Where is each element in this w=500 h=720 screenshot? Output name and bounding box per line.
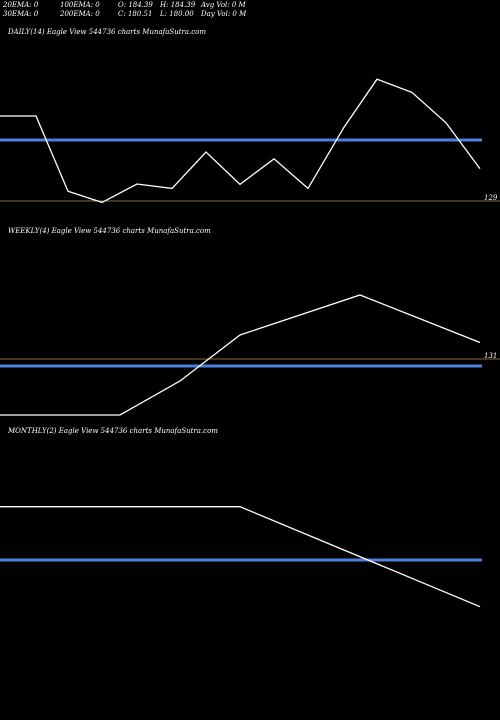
header-low: L: 180.00: [160, 10, 194, 18]
header-high: H: 184.39: [160, 1, 196, 9]
header-close: C: 180.51: [118, 10, 153, 18]
daily-panel-title: DAILY(14) Eagle View 544736 charts Munaf…: [8, 28, 207, 36]
weekly-panel-title: WEEKLY(4) Eagle View 544736 charts Munaf…: [8, 227, 211, 235]
header-ema30: 30EMA: 0: [3, 10, 39, 18]
header-day-vol: Day Vol: 0 M: [201, 10, 247, 18]
monthly-price-line: [0, 506, 481, 608]
daily-price-line: [0, 78, 481, 204]
monthly-panel-title: MONTHLY(2) Eagle View 544736 charts Muna…: [8, 427, 218, 435]
header-avg-vol: Avg Vol: 0 M: [201, 1, 246, 9]
weekly-price-line: [0, 294, 481, 416]
header-ema20: 20EMA: 0: [3, 1, 39, 9]
header-ema200: 200EMA: 0: [60, 10, 100, 18]
weekly-price-label: 131: [484, 352, 497, 360]
header-ema100: 100EMA: 0: [60, 1, 100, 9]
daily-price-label: 129: [484, 194, 498, 202]
header-open: O: 184.39: [118, 1, 153, 9]
